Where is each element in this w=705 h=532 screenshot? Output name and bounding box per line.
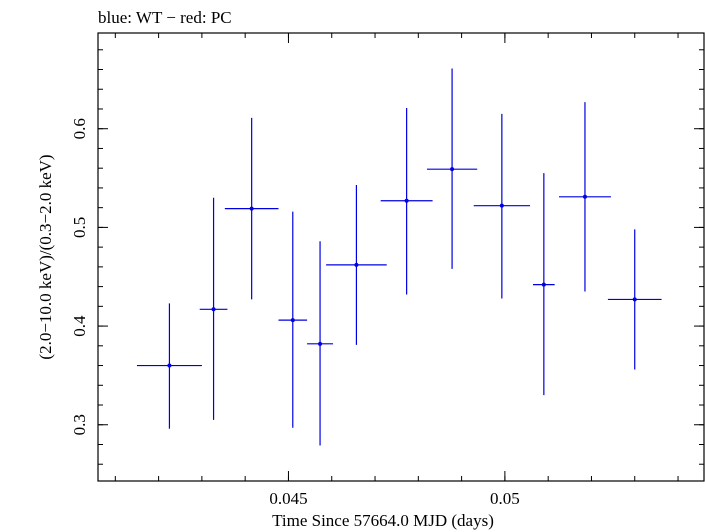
data-point xyxy=(533,173,555,396)
point-marker xyxy=(290,318,295,323)
data-point xyxy=(199,197,228,420)
y-tick-label: 0.3 xyxy=(70,414,89,435)
y-tick-label: 0.4 xyxy=(70,315,89,337)
data-point xyxy=(380,107,433,295)
data-marks xyxy=(136,68,662,446)
chart-title: blue: WT − red: PC xyxy=(98,8,232,27)
point-marker xyxy=(541,282,546,287)
plot-frame xyxy=(97,32,705,482)
point-marker xyxy=(354,262,359,267)
x-tick-label: 0.05 xyxy=(490,489,520,508)
data-point xyxy=(326,184,387,345)
data-point xyxy=(278,211,308,428)
y-tick-label: 0.5 xyxy=(70,217,89,238)
point-marker xyxy=(404,198,409,203)
data-point xyxy=(307,241,334,446)
y-tick-label: 0.6 xyxy=(70,118,89,139)
y-axis-label: (2.0−10.0 keV)/(0.3−2.0 keV) xyxy=(36,154,55,359)
x-axis-label: Time Since 57664.0 MJD (days) xyxy=(272,511,494,530)
point-marker xyxy=(318,341,323,346)
data-point xyxy=(426,68,478,269)
point-marker xyxy=(632,297,637,302)
point-marker xyxy=(249,206,254,211)
point-marker xyxy=(499,203,504,208)
point-marker xyxy=(582,194,587,199)
x-tick-label: 0.045 xyxy=(269,489,307,508)
data-point xyxy=(558,102,611,292)
data-point xyxy=(473,113,530,299)
axis-ticks xyxy=(98,33,704,481)
data-point xyxy=(136,303,202,429)
point-marker xyxy=(211,307,216,312)
point-marker xyxy=(167,363,172,368)
data-point xyxy=(607,229,662,370)
tick-labels: 0.045 0.05 0.3 0.4 0.5 0.6 xyxy=(70,118,520,508)
point-marker xyxy=(450,167,455,172)
data-point xyxy=(224,117,279,300)
